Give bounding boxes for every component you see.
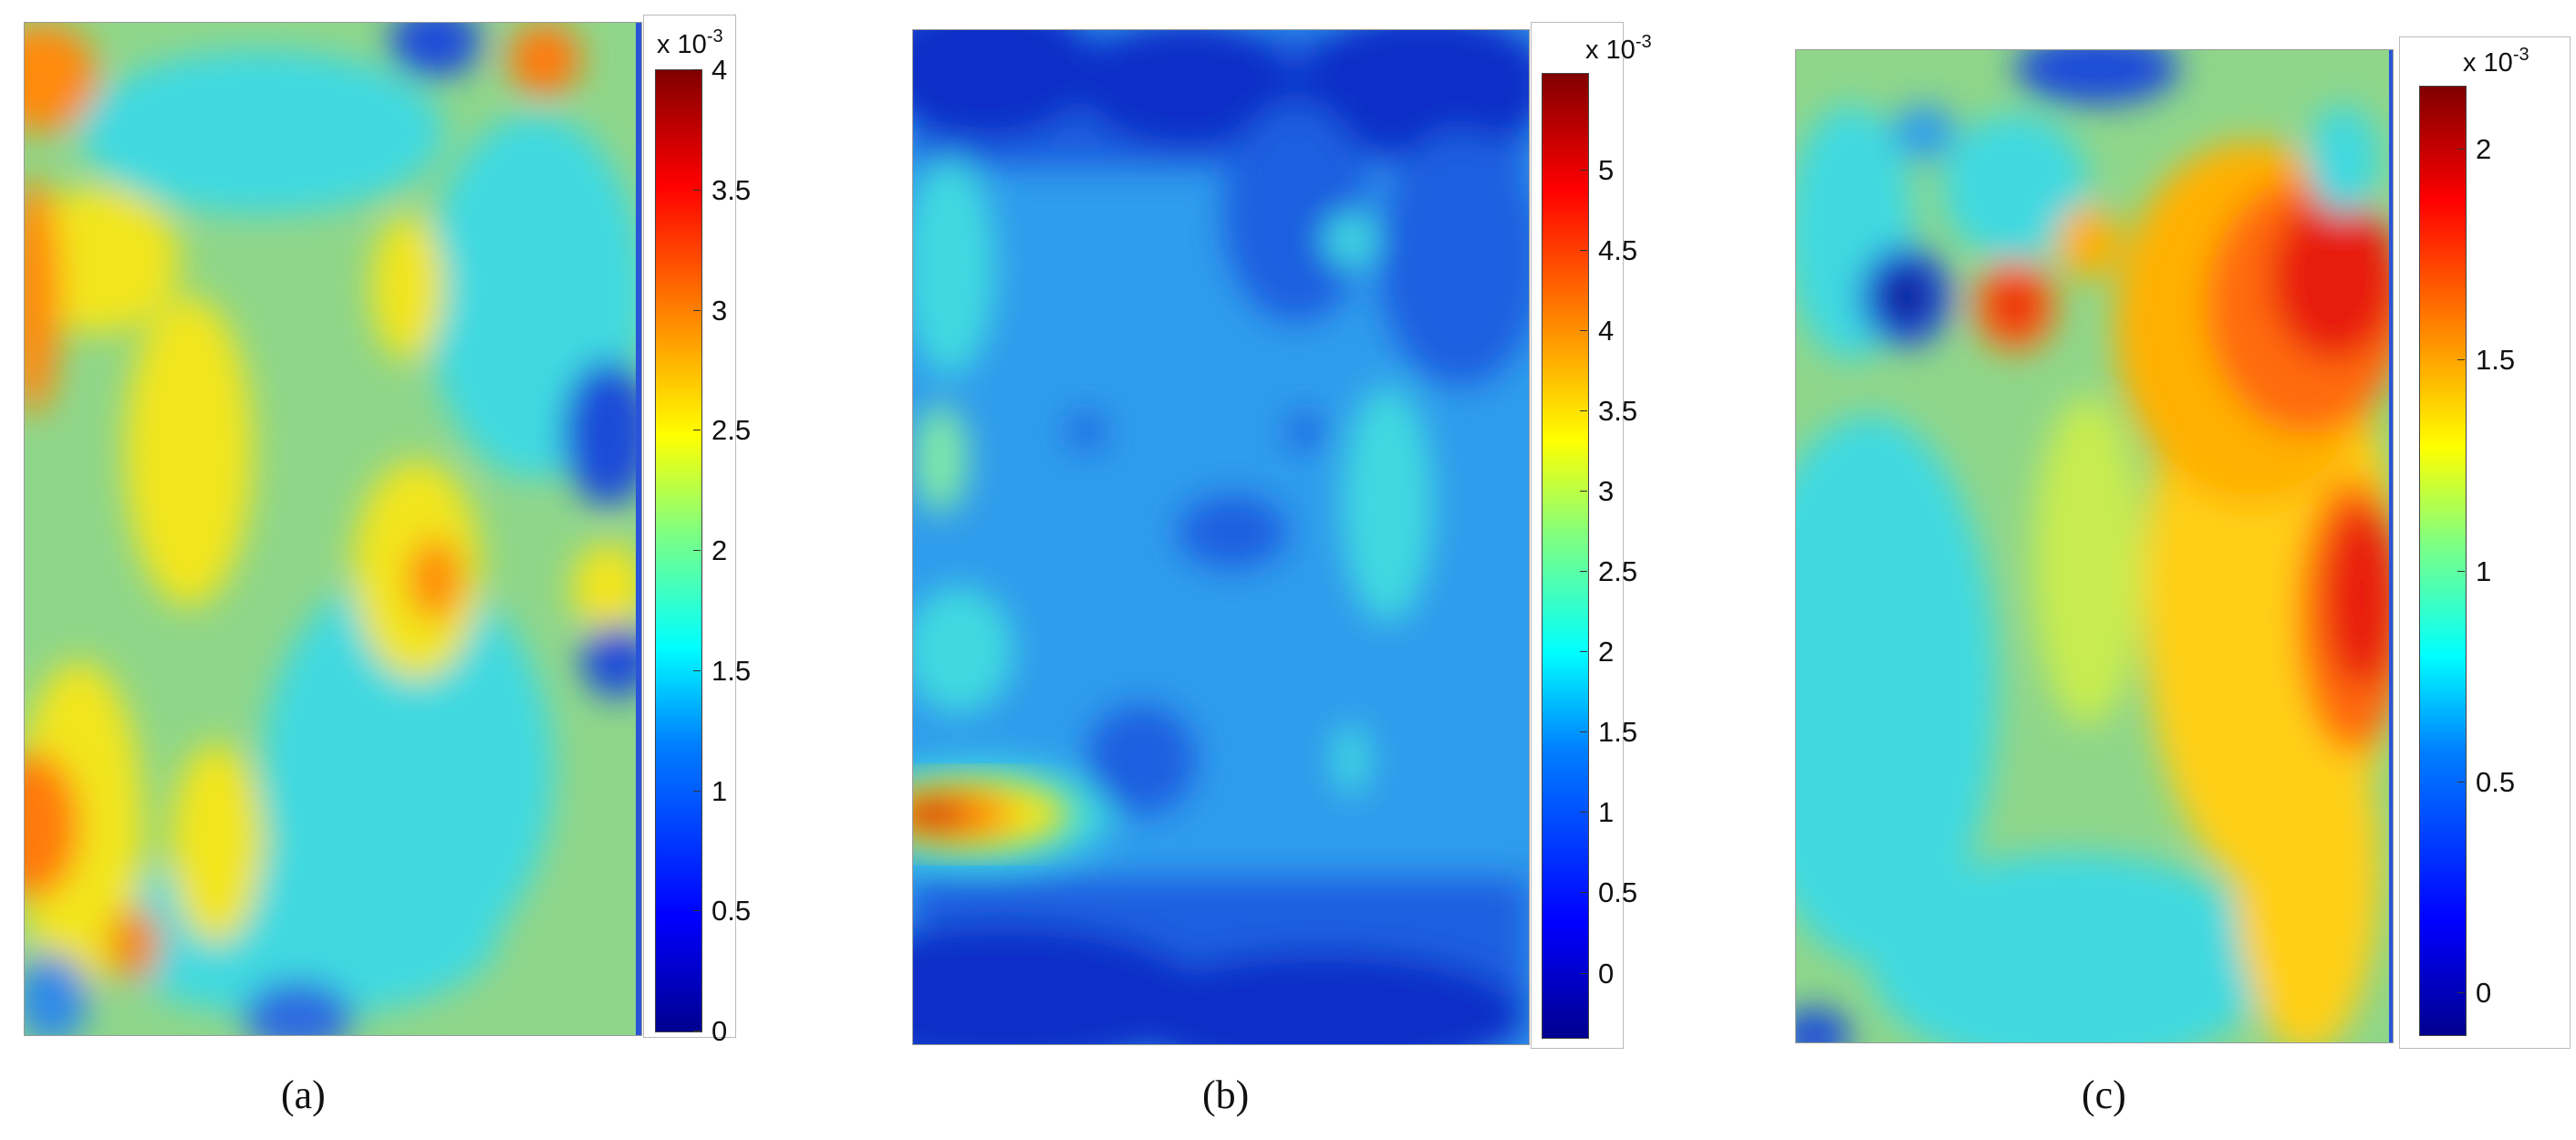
colorbar-tick-label-b: 1.5: [1598, 716, 1638, 749]
colorbar-tickmark-a: [693, 669, 701, 671]
colorbar-tick-label-a: 2: [712, 534, 728, 566]
colorbar-tick-label-b: 3.5: [1598, 394, 1638, 427]
colorbar-tickmark-a: [693, 790, 701, 792]
colorbar-tick-label-a: 0.5: [712, 895, 752, 928]
colorbar-tick-label-b: 5: [1598, 153, 1615, 186]
colorbar-tickmark-b: [1580, 892, 1587, 894]
colorbar-tick-label-a: 3: [712, 294, 728, 326]
colorbar-tick-label-a: 1: [712, 774, 728, 807]
colorbar-tickmark-a: [693, 69, 701, 70]
caption-c: (c): [2082, 1073, 2126, 1117]
colorbar-tick-label-c: 0.5: [2476, 765, 2516, 798]
colorbar-tickmark-b: [1580, 491, 1587, 492]
colorbar-tick-label-b: 2.5: [1598, 555, 1638, 588]
scale-exponent-c: -3: [2512, 45, 2529, 65]
scale-base-b: x 10: [1585, 36, 1636, 65]
colorbar-tickmark-c: [2457, 149, 2465, 150]
colorbar-tickmark-b: [1580, 409, 1587, 411]
colorbar-tickmark-a: [693, 309, 701, 311]
colorbar-scale-c: x 10-3: [2463, 46, 2529, 77]
colorbar-tickmark-b: [1580, 571, 1587, 573]
colorbar-tick-label-b: 1: [1598, 796, 1615, 829]
colorbar-tickmark-b: [1580, 731, 1587, 733]
colorbar-tick-label-a: 0: [712, 1015, 728, 1047]
colorbar-tickmark-a: [693, 910, 701, 912]
colorbar-tick-label-b: 4: [1598, 314, 1615, 347]
colorbar-tick-label-a: 4: [712, 54, 728, 86]
contour-map-c: [1796, 50, 2393, 1042]
scale-exponent-b: -3: [1635, 32, 1652, 52]
colorbar-tickmark-c: [2457, 359, 2465, 361]
colorbar-tickmark-b: [1580, 651, 1587, 653]
colorbar-scale-b: x 10-3: [1585, 33, 1652, 64]
colorbar-tick-label-c: 1: [2476, 554, 2492, 587]
colorbar-tick-label-b: 4.5: [1598, 233, 1638, 266]
scale-base-c: x 10: [2463, 48, 2513, 78]
colorbar-tick-label-a: 2.5: [712, 414, 752, 447]
colorbar-tickmark-c: [2457, 570, 2465, 572]
colorbar-c: [2419, 86, 2467, 1036]
colorbar-b: [1542, 73, 1589, 1039]
contour-map-b: [913, 30, 1529, 1044]
colorbar-tickmark-a: [693, 550, 701, 551]
contour-map-a: [25, 23, 641, 1035]
colorbar-a: [655, 69, 702, 1032]
colorbar-tickmark-b: [1580, 329, 1587, 331]
contour-plot-c: [1795, 49, 2394, 1043]
contour-plot-a: [24, 22, 642, 1036]
colorbar-tick-label-b: 3: [1598, 475, 1615, 508]
scale-base-a: x 10: [657, 30, 707, 59]
colorbar-tick-label-c: 2: [2476, 133, 2492, 166]
colorbar-tickmark-b: [1580, 249, 1587, 251]
colorbar-tickmark-a: [693, 189, 701, 191]
contour-plot-b: [912, 29, 1530, 1045]
scale-exponent-a: -3: [706, 26, 723, 47]
colorbar-tickmark-b: [1580, 169, 1587, 171]
colorbar-tick-label-b: 0.5: [1598, 876, 1638, 909]
caption-a: (a): [281, 1073, 326, 1117]
colorbar-scale-a: x 10-3: [657, 27, 723, 58]
colorbar-tickmark-c: [2457, 991, 2465, 993]
colorbar-tick-label-a: 1.5: [712, 654, 752, 687]
colorbar-tick-label-c: 0: [2476, 976, 2492, 1009]
colorbar-tick-label-b: 2: [1598, 636, 1615, 668]
colorbar-tick-label-a: 3.5: [712, 173, 752, 206]
colorbar-tick-label-c: 1.5: [2476, 344, 2516, 377]
colorbar-tickmark-b: [1580, 812, 1587, 814]
colorbar-tick-label-b: 0: [1598, 957, 1615, 990]
caption-b: (b): [1202, 1073, 1250, 1117]
colorbar-tickmark-b: [1580, 972, 1587, 974]
